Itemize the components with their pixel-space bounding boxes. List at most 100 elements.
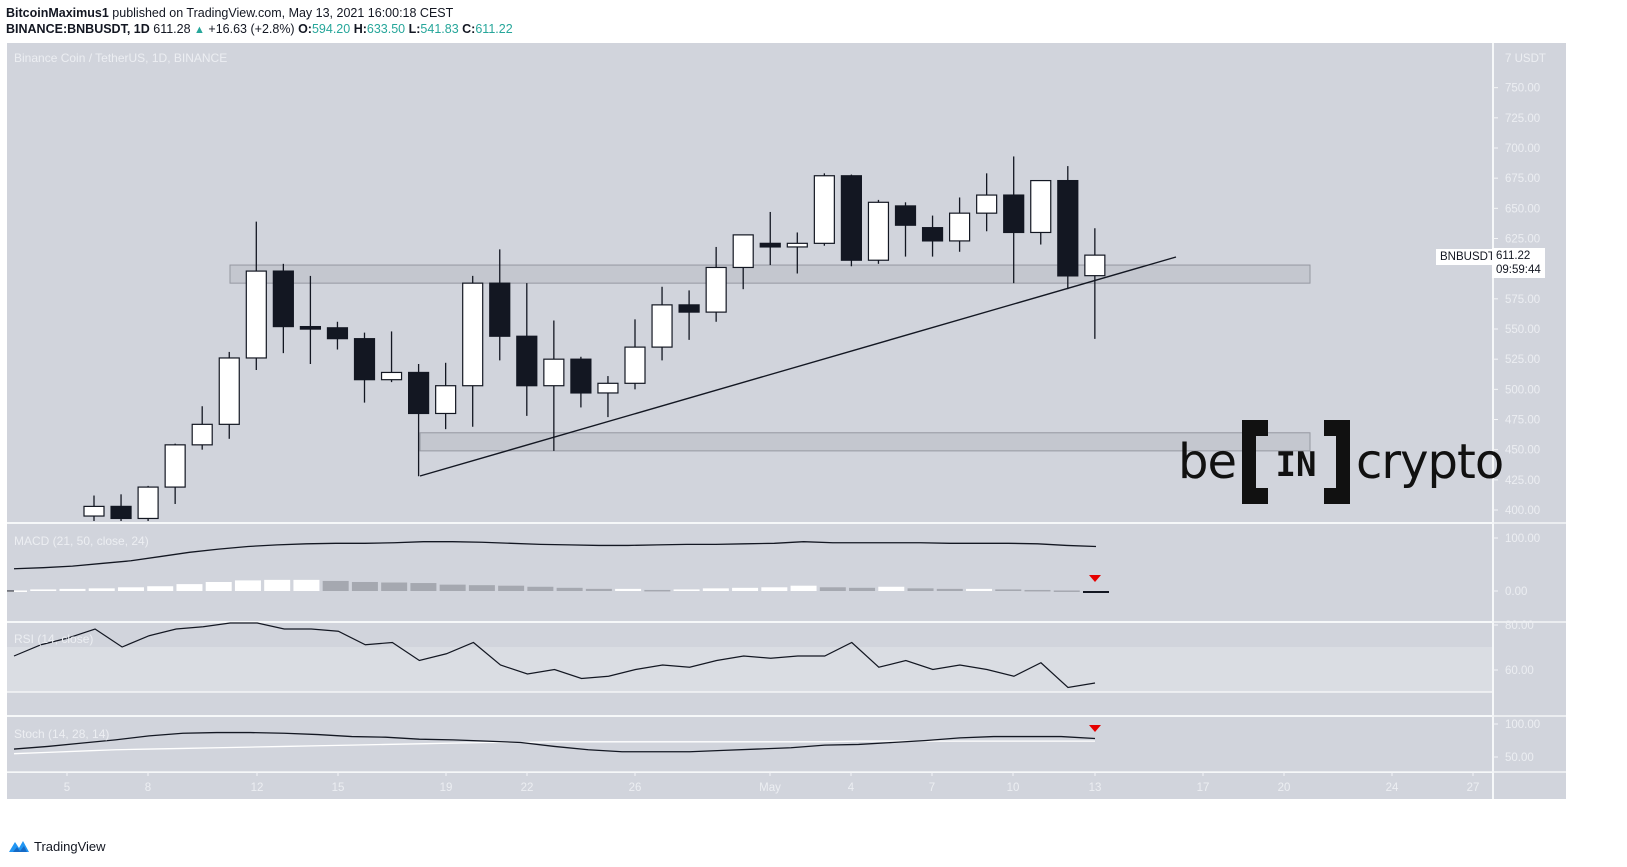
- close-label: C:: [462, 22, 476, 36]
- svg-text:650.00: 650.00: [1505, 203, 1540, 215]
- candle: [353, 338, 376, 381]
- candle: [299, 325, 321, 330]
- candle: [976, 194, 998, 214]
- svg-text:60.00: 60.00: [1505, 665, 1534, 677]
- candle: [164, 444, 186, 488]
- candle: [218, 357, 240, 425]
- last-price: 611.28: [153, 22, 191, 36]
- svg-text:100.00: 100.00: [1505, 719, 1540, 731]
- candle: [516, 335, 538, 387]
- beincrypto-watermark: be IN crypto: [1178, 420, 1504, 504]
- candle: [570, 358, 592, 394]
- price-axis-ticks: 400.00 425.00 450.00 475.00 500.00 525.00 550.…: [1493, 83, 1540, 764]
- svg-text:700.00: 700.00: [1505, 143, 1540, 155]
- svg-text:5: 5: [64, 782, 70, 794]
- candle: [678, 304, 700, 313]
- pane-title-rsi: RSI (14, close): [14, 632, 93, 646]
- candle: [597, 382, 619, 394]
- svg-text:19: 19: [440, 782, 453, 794]
- publish-line: BitcoinMaximus1 published on TradingView…: [6, 6, 453, 20]
- svg-text:100.00: 100.00: [1505, 533, 1540, 545]
- symbol-price-tag: BNBUSDT: [1436, 249, 1499, 265]
- svg-text:15: 15: [332, 782, 345, 794]
- svg-text:17: 17: [1197, 782, 1210, 794]
- candle: [894, 205, 917, 226]
- svg-text:27: 27: [1467, 782, 1480, 794]
- up-arrow-icon: ▲: [194, 24, 205, 36]
- stoch-pane-bg: [7, 717, 1492, 772]
- candle: [326, 327, 349, 340]
- candle: [137, 486, 159, 520]
- candle: [489, 282, 511, 337]
- high-value: 633.50: [366, 22, 406, 36]
- svg-text:550.00: 550.00: [1505, 324, 1540, 336]
- bar-countdown: 09:59:44: [1496, 264, 1541, 276]
- macd-pane-bg: [7, 524, 1492, 621]
- trendline[interactable]: [419, 256, 1177, 477]
- candle: [272, 270, 294, 328]
- candle: [651, 304, 673, 348]
- candle: [759, 242, 781, 248]
- pane-title-price: Binance Coin / TetherUS, 1D, BINANCE: [14, 51, 227, 65]
- svg-text:80.00: 80.00: [1505, 620, 1534, 632]
- axis-currency-label: 7 USDT: [1505, 53, 1546, 65]
- svg-text:500.00: 500.00: [1505, 384, 1540, 396]
- candle: [705, 266, 727, 313]
- tradingview-footer[interactable]: TradingView: [8, 838, 106, 854]
- svg-text:475.00: 475.00: [1505, 415, 1540, 427]
- candle: [110, 505, 132, 520]
- close-value: 611.22: [475, 22, 513, 36]
- resistance-zone: [229, 264, 1311, 284]
- candle: [83, 505, 105, 517]
- svg-text:450.00: 450.00: [1505, 445, 1540, 457]
- svg-text:24: 24: [1386, 782, 1399, 794]
- svg-text:400.00: 400.00: [1505, 505, 1540, 517]
- candle: [435, 385, 457, 415]
- candle: [408, 371, 430, 415]
- candle: [245, 270, 267, 359]
- candle: [786, 242, 808, 248]
- candle: [1030, 179, 1052, 234]
- last-price-tag: 611.22 09:59:44: [1492, 248, 1545, 278]
- candle: [921, 227, 944, 242]
- candle: [867, 201, 890, 261]
- candle: [1003, 194, 1025, 234]
- candle: [624, 346, 646, 384]
- svg-text:725.00: 725.00: [1505, 113, 1540, 125]
- symbol-label: BINANCE:BNBUSDT, 1D: [6, 22, 150, 36]
- last-price-value: 611.22: [1496, 250, 1531, 262]
- open-label: O:: [298, 22, 312, 36]
- price-axis-bg[interactable]: [1494, 43, 1566, 799]
- author-name[interactable]: BitcoinMaximus1: [6, 6, 109, 20]
- svg-text:425.00: 425.00: [1505, 475, 1540, 487]
- macd-plot: [1, 541, 1109, 593]
- rsi-plot: [13, 622, 1096, 689]
- svg-text:13: 13: [1089, 782, 1102, 794]
- candle: [543, 358, 565, 387]
- ohlc-line: BINANCE:BNBUSDT, 1D 611.28 ▲ +16.63 (+2.…: [6, 22, 513, 36]
- candle: [948, 212, 971, 242]
- candle: [191, 423, 213, 446]
- svg-text:50.00: 50.00: [1505, 752, 1534, 764]
- low-value: 541.83: [420, 22, 459, 36]
- watermark-be: be: [1178, 434, 1237, 490]
- svg-text:750.00: 750.00: [1505, 83, 1540, 95]
- support-zone: [419, 432, 1311, 452]
- svg-text:26: 26: [629, 782, 642, 794]
- ascending-trendline: [419, 256, 1177, 477]
- pane-title-macd: MACD (21, 50, close, 24): [14, 534, 149, 548]
- tradingview-brand: TradingView: [34, 838, 106, 854]
- svg-text:7: 7: [929, 782, 935, 794]
- svg-text:575.00: 575.00: [1505, 294, 1540, 306]
- time-axis-bg: [7, 773, 1492, 799]
- svg-text:May: May: [759, 782, 781, 794]
- candle: [1084, 254, 1106, 277]
- pane-title-stoch: Stoch (14, 28, 14): [14, 727, 109, 741]
- svg-text:20: 20: [1278, 782, 1291, 794]
- svg-text:675.00: 675.00: [1505, 173, 1540, 185]
- high-label: H:: [353, 22, 367, 36]
- svg-text:0.00: 0.00: [1505, 586, 1527, 598]
- candle: [1057, 179, 1079, 277]
- macd-sell-signal-icon: [1089, 575, 1101, 582]
